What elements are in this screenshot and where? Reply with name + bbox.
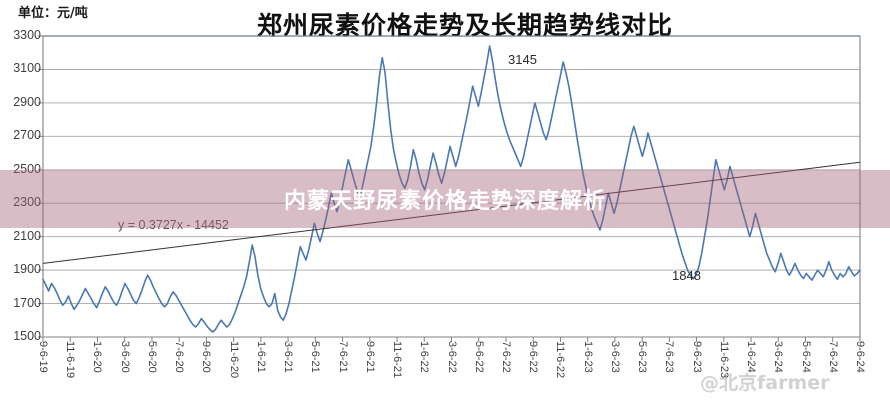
y-axis-tick-labels: 1500 1700 1900 2100 2300 2500 2700 2900 3100 3300	[0, 0, 41, 400]
trendline-equation-label: y = 0.3727x - 14452	[118, 218, 229, 232]
overlay-banner: 内蒙天野尿素价格走势深度解析	[0, 170, 890, 228]
y-tick-label: 2100	[13, 228, 41, 243]
watermark-label: @北京farmer	[700, 372, 830, 394]
y-tick-label: 3100	[13, 61, 41, 76]
y-tick-label: 2700	[13, 128, 41, 143]
page-title: 郑州尿素价格走势及长期趋势线对比	[256, 11, 673, 40]
overlay-banner-text: 内蒙天野尿素价格走势深度解析	[283, 189, 606, 214]
axis-ticks	[38, 35, 861, 342]
y-tick-label: 3300	[13, 28, 41, 42]
unit-label: 单位：元/吨	[18, 6, 88, 21]
y-tick-label: 2500	[13, 161, 41, 176]
y-tick-label: 1500	[13, 329, 41, 343]
price-line-series	[42, 45, 861, 333]
y-tick-label: 2900	[13, 94, 41, 109]
y-tick-label: 1700	[13, 295, 41, 310]
trendline	[42, 161, 861, 264]
annotation-low-value: 1848	[672, 268, 701, 283]
annotation-high-value: 3145	[508, 52, 537, 67]
y-tick-label: 1900	[13, 262, 41, 277]
y-tick-label: 2300	[13, 195, 41, 210]
